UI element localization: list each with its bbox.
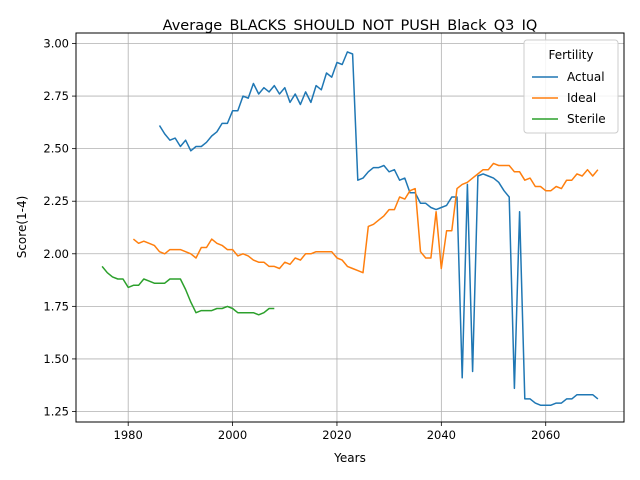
chart-title: Average_BLACKS_SHOULD_NOT_PUSH_Black_Q3_… <box>163 18 538 34</box>
legend: Fertility Actual Ideal Sterile <box>523 39 619 134</box>
y-tick-label: 2.50 <box>43 142 69 156</box>
x-tick-label: 2000 <box>218 428 247 442</box>
y-tick-label: 3.00 <box>43 37 69 51</box>
y-tick-label: 1.50 <box>43 352 69 366</box>
y-axis-ticks: 1.25 1.50 1.75 2.00 2.25 2.50 2.75 3.00 <box>43 37 76 418</box>
grid-lines <box>76 33 624 422</box>
y-tick-label: 1.75 <box>43 299 69 313</box>
y-tick-label: 2.25 <box>43 194 69 208</box>
x-axis-label: Years <box>333 451 366 465</box>
series-line-ideal <box>132 162 599 274</box>
x-tick-label: 1980 <box>114 428 143 442</box>
x-tick-label: 2060 <box>531 428 560 442</box>
x-axis-ticks: 1980 2000 2020 2040 2060 <box>114 422 560 442</box>
legend-box <box>523 39 619 134</box>
y-tick-label: 2.75 <box>43 89 69 103</box>
y-tick-label: 1.25 <box>43 404 69 418</box>
legend-title: Fertility <box>548 48 593 62</box>
series-lines <box>101 51 599 406</box>
legend-label-actual: Actual <box>567 70 605 84</box>
series-line-actual <box>158 51 599 406</box>
plot-frame <box>75 32 625 423</box>
x-tick-label: 2020 <box>322 428 351 442</box>
series-line-sterile <box>101 265 275 316</box>
legend-label-ideal: Ideal <box>567 91 596 105</box>
x-tick-label: 2040 <box>427 428 456 442</box>
y-tick-label: 2.00 <box>43 247 69 261</box>
y-axis-label: Score(1-4) <box>15 196 29 259</box>
legend-label-sterile: Sterile <box>567 112 606 126</box>
